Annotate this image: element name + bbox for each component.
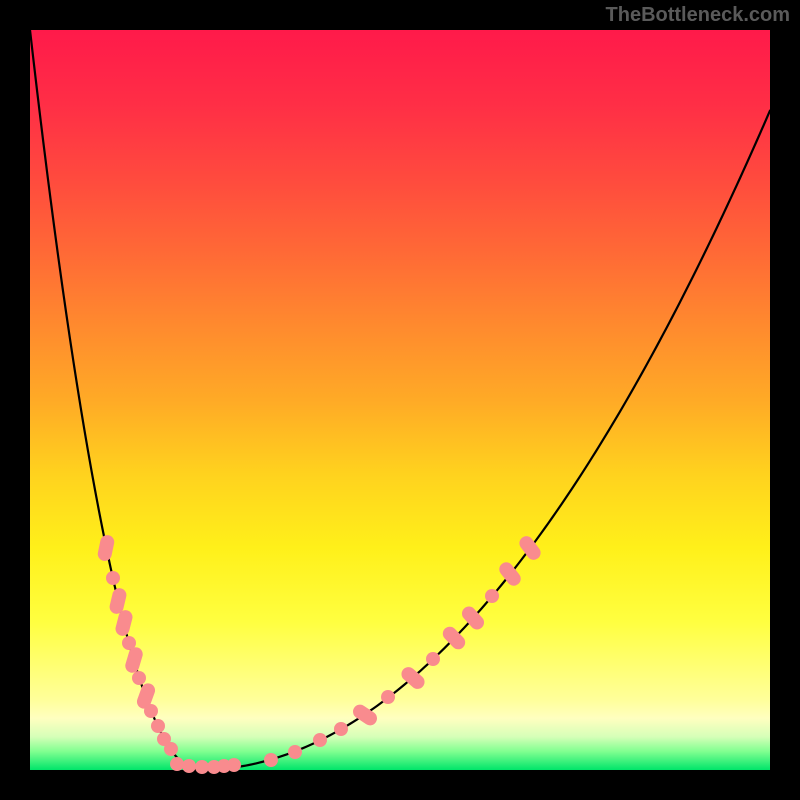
data-point-right — [459, 604, 487, 633]
data-point-right — [440, 624, 468, 652]
data-point-left — [132, 671, 146, 685]
data-point-right — [398, 664, 427, 692]
data-point-right — [485, 589, 499, 603]
data-point-bottom — [227, 758, 241, 772]
data-point-right — [381, 690, 395, 704]
data-point-left — [106, 571, 120, 585]
data-point-left — [164, 742, 178, 756]
data-point-left — [97, 534, 116, 562]
data-point-right — [288, 745, 302, 759]
data-point-right — [264, 753, 278, 767]
data-point-right — [313, 733, 327, 747]
data-point-right — [497, 559, 524, 588]
data-point-right — [350, 701, 379, 727]
watermark-text: TheBottleneck.com — [606, 4, 790, 27]
data-point-left — [151, 719, 165, 733]
data-point-left — [144, 704, 158, 718]
marker-layer — [30, 30, 770, 770]
plot-area — [30, 30, 770, 770]
data-point-right — [426, 652, 440, 666]
stage: TheBottleneck.com — [0, 0, 800, 800]
data-point-right — [334, 722, 348, 736]
data-point-right — [517, 533, 544, 562]
